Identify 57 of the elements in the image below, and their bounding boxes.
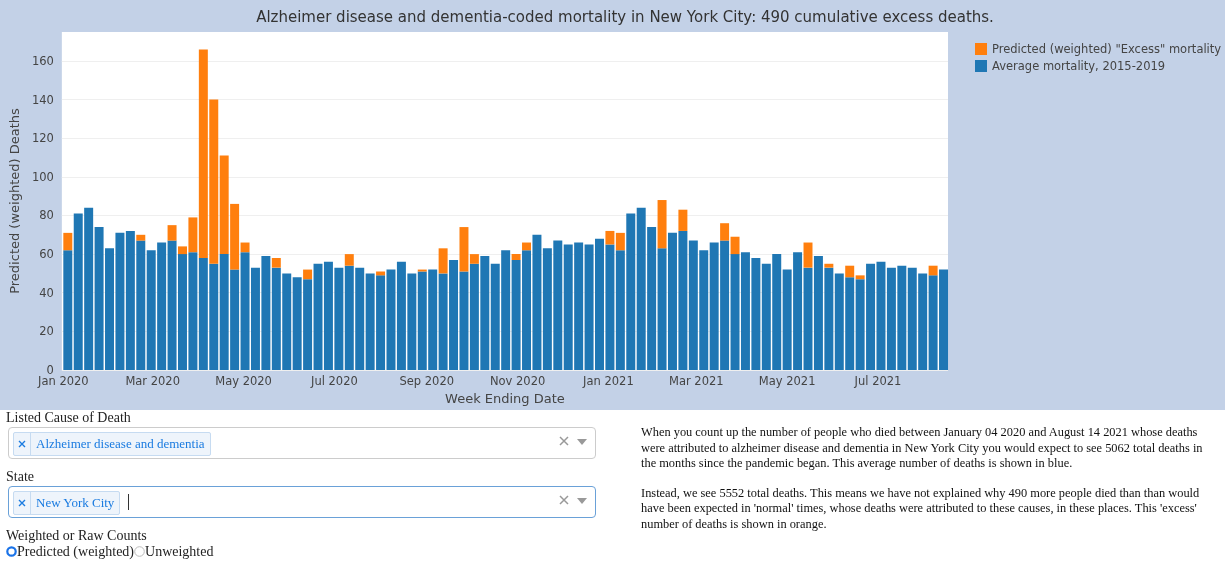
y-tick-label: 160 [31,53,54,68]
bar [615,232,625,251]
y-tick-label: 80 [39,208,54,223]
bar [678,209,688,231]
y-tick-label: 100 [31,169,54,184]
bar [63,232,73,251]
bar [344,254,354,266]
x-tick-label: May 2021 [758,374,816,388]
bar [605,230,615,245]
bar [855,275,865,280]
x-tick-label: May 2020 [215,374,272,388]
bar [438,248,448,274]
y-tick-label: 140 [31,92,54,107]
x-axis-title: Week Ending Date [445,391,565,406]
text: State [6,468,35,485]
y-tick-label: 60 [39,247,54,262]
bar [511,254,521,260]
text: Predicted (weighted) [17,544,135,559]
chart-title: Alzheimer disease and dementia-coded mortality in New York City: 490 cumulative excess deaths. [256,7,994,26]
bar [240,242,250,253]
bar [136,234,146,241]
text: Listed Cause of Death [6,409,132,426]
y-tick-label: 20 [39,324,54,339]
legend-label: Predicted (weighted) "Excess" mortality [992,42,1222,56]
y-tick-label: 120 [31,131,54,146]
x-tick-label: Jan 2020 [37,374,89,388]
x-tick-label: Sep 2020 [399,374,455,388]
text: Alzheimer disease and dementia [35,435,206,453]
text: New York City [35,494,116,512]
text: Weighted or Raw Counts [6,527,148,544]
y-tick-label: 0 [46,363,54,377]
text: Instead, we see 5552 total deaths. This means we have not explained why 490 more people died than than would have been expected in 'normal' times, whose deaths were attributed to these causes, in these places. This 'excess' number of deaths is shown in orange. [641,485,1201,532]
bar [303,269,313,280]
bar [824,263,834,268]
bar [657,200,667,249]
x-tick-label: Jan 2021 [582,374,634,388]
text: Unweighted [145,544,214,559]
bar [63,250,73,370]
bar [376,271,386,276]
bar [928,265,938,276]
text: When you count up the number of people who died between January 04 2020 and August 14 2021 whose deaths were attributed to alzheimer disease and dementia in New York City you would expect to see 5062 total deaths in the months since the pandemic began. This average number of deaths is shown in blue. [641,425,1204,472]
x-tick-label: Jul 2021 [853,374,902,388]
bar [167,225,177,241]
legend-label: Average mortality, 2015-2019 [992,59,1166,73]
x-tick-label: Jul 2020 [309,374,358,388]
bar [845,265,855,278]
y-axis-title: Predicted (weighted) Deaths [7,107,22,294]
bar [730,236,740,255]
x-tick-label: Mar 2020 [125,374,181,388]
y-tick-label: 40 [39,285,54,300]
bar [459,227,469,272]
x-tick-label: Nov 2020 [489,374,546,388]
x-tick-label: Mar 2021 [668,374,724,388]
bar [469,254,479,264]
bar [271,257,281,268]
bar [522,242,532,251]
bar [720,223,730,241]
